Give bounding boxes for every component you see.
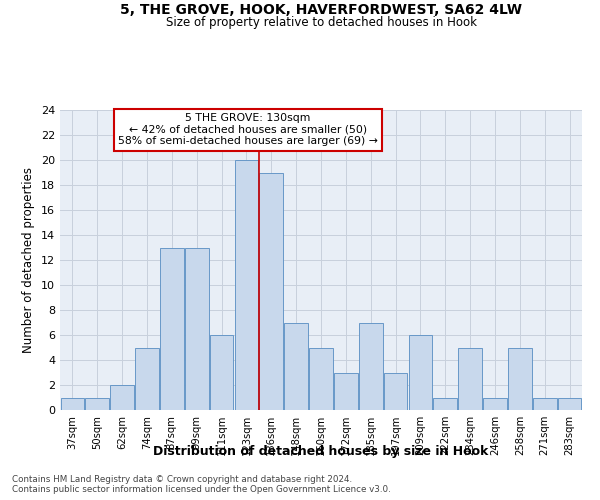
Bar <box>533 398 557 410</box>
Bar <box>61 398 84 410</box>
Text: 5 THE GROVE: 130sqm
← 42% of detached houses are smaller (50)
58% of semi-detach: 5 THE GROVE: 130sqm ← 42% of detached ho… <box>118 113 378 146</box>
Bar <box>433 398 457 410</box>
Bar <box>85 398 109 410</box>
Bar <box>508 348 532 410</box>
Bar <box>259 172 283 410</box>
Bar <box>235 160 258 410</box>
Bar <box>110 385 134 410</box>
Text: Contains public sector information licensed under the Open Government Licence v3: Contains public sector information licen… <box>12 485 391 494</box>
Bar <box>558 398 581 410</box>
Bar <box>135 348 159 410</box>
Text: Distribution of detached houses by size in Hook: Distribution of detached houses by size … <box>154 444 488 458</box>
Text: Size of property relative to detached houses in Hook: Size of property relative to detached ho… <box>166 16 476 29</box>
Text: 5, THE GROVE, HOOK, HAVERFORDWEST, SA62 4LW: 5, THE GROVE, HOOK, HAVERFORDWEST, SA62 … <box>120 2 522 16</box>
Bar <box>359 322 383 410</box>
Bar <box>483 398 507 410</box>
Y-axis label: Number of detached properties: Number of detached properties <box>22 167 35 353</box>
Bar <box>334 372 358 410</box>
Bar <box>160 248 184 410</box>
Bar <box>384 372 407 410</box>
Bar <box>210 335 233 410</box>
Bar <box>185 248 209 410</box>
Text: Contains HM Land Registry data © Crown copyright and database right 2024.: Contains HM Land Registry data © Crown c… <box>12 475 352 484</box>
Bar <box>409 335 432 410</box>
Bar <box>458 348 482 410</box>
Bar <box>309 348 333 410</box>
Bar <box>284 322 308 410</box>
